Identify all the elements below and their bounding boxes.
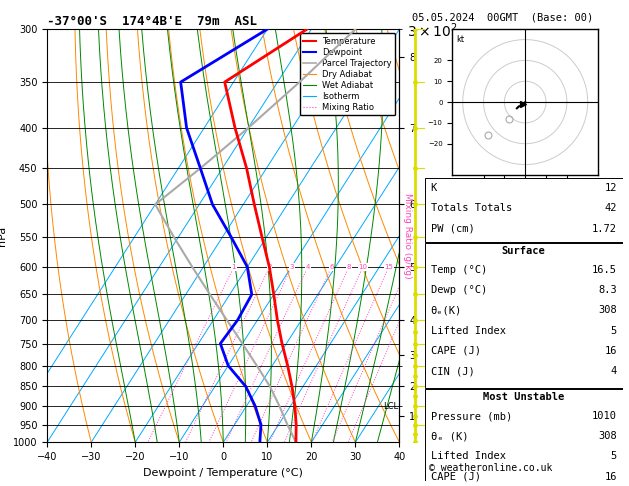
Text: 16.5: 16.5 bbox=[592, 265, 617, 275]
Bar bbox=[425, 389, 623, 486]
Bar bbox=[425, 243, 623, 388]
Text: 5: 5 bbox=[611, 326, 617, 336]
Text: 10: 10 bbox=[359, 264, 367, 270]
Text: 42: 42 bbox=[604, 203, 617, 213]
Text: PW (cm): PW (cm) bbox=[430, 224, 474, 233]
Text: kt: kt bbox=[457, 35, 465, 44]
Legend: Temperature, Dewpoint, Parcel Trajectory, Dry Adiabat, Wet Adiabat, Isotherm, Mi: Temperature, Dewpoint, Parcel Trajectory… bbox=[300, 34, 395, 116]
Text: Mixing Ratio (g/kg): Mixing Ratio (g/kg) bbox=[403, 193, 411, 278]
Text: 4: 4 bbox=[611, 366, 617, 376]
Text: 12: 12 bbox=[604, 183, 617, 193]
Text: -37°00'S  174°4B'E  79m  ASL: -37°00'S 174°4B'E 79m ASL bbox=[47, 15, 257, 28]
Text: 1: 1 bbox=[231, 264, 236, 270]
Text: 1.72: 1.72 bbox=[592, 224, 617, 233]
Text: 8: 8 bbox=[347, 264, 351, 270]
Y-axis label: km
ASL: km ASL bbox=[460, 226, 482, 245]
Y-axis label: hPa: hPa bbox=[0, 226, 8, 246]
Text: 5: 5 bbox=[611, 451, 617, 461]
Text: Most Unstable: Most Unstable bbox=[483, 392, 564, 402]
Text: 16: 16 bbox=[604, 471, 617, 482]
Text: 1010: 1010 bbox=[592, 411, 617, 421]
Text: CIN (J): CIN (J) bbox=[430, 366, 474, 376]
Text: CAPE (J): CAPE (J) bbox=[430, 471, 481, 482]
Text: 4: 4 bbox=[306, 264, 310, 270]
Text: 6: 6 bbox=[329, 264, 334, 270]
Text: 308: 308 bbox=[598, 305, 617, 315]
Text: 05.05.2024  00GMT  (Base: 00): 05.05.2024 00GMT (Base: 00) bbox=[412, 12, 593, 22]
Text: Lifted Index: Lifted Index bbox=[430, 451, 506, 461]
Text: Surface: Surface bbox=[502, 246, 545, 256]
Text: θₑ (K): θₑ (K) bbox=[430, 431, 468, 441]
Text: Temp (°C): Temp (°C) bbox=[430, 265, 487, 275]
Text: 15: 15 bbox=[384, 264, 393, 270]
Text: 308: 308 bbox=[598, 431, 617, 441]
Text: 2: 2 bbox=[267, 264, 272, 270]
Text: Lifted Index: Lifted Index bbox=[430, 326, 506, 336]
Text: 3: 3 bbox=[289, 264, 294, 270]
Text: θₑ(K): θₑ(K) bbox=[430, 305, 462, 315]
Text: K: K bbox=[430, 183, 437, 193]
Text: Totals Totals: Totals Totals bbox=[430, 203, 512, 213]
Bar bbox=[425, 178, 623, 242]
Text: © weatheronline.co.uk: © weatheronline.co.uk bbox=[428, 464, 552, 473]
Text: 8.3: 8.3 bbox=[598, 285, 617, 295]
X-axis label: Dewpoint / Temperature (°C): Dewpoint / Temperature (°C) bbox=[143, 468, 303, 478]
Text: LCL: LCL bbox=[383, 401, 398, 411]
Text: Pressure (mb): Pressure (mb) bbox=[430, 411, 512, 421]
Text: Dewp (°C): Dewp (°C) bbox=[430, 285, 487, 295]
Text: 16: 16 bbox=[604, 346, 617, 356]
Text: CAPE (J): CAPE (J) bbox=[430, 346, 481, 356]
